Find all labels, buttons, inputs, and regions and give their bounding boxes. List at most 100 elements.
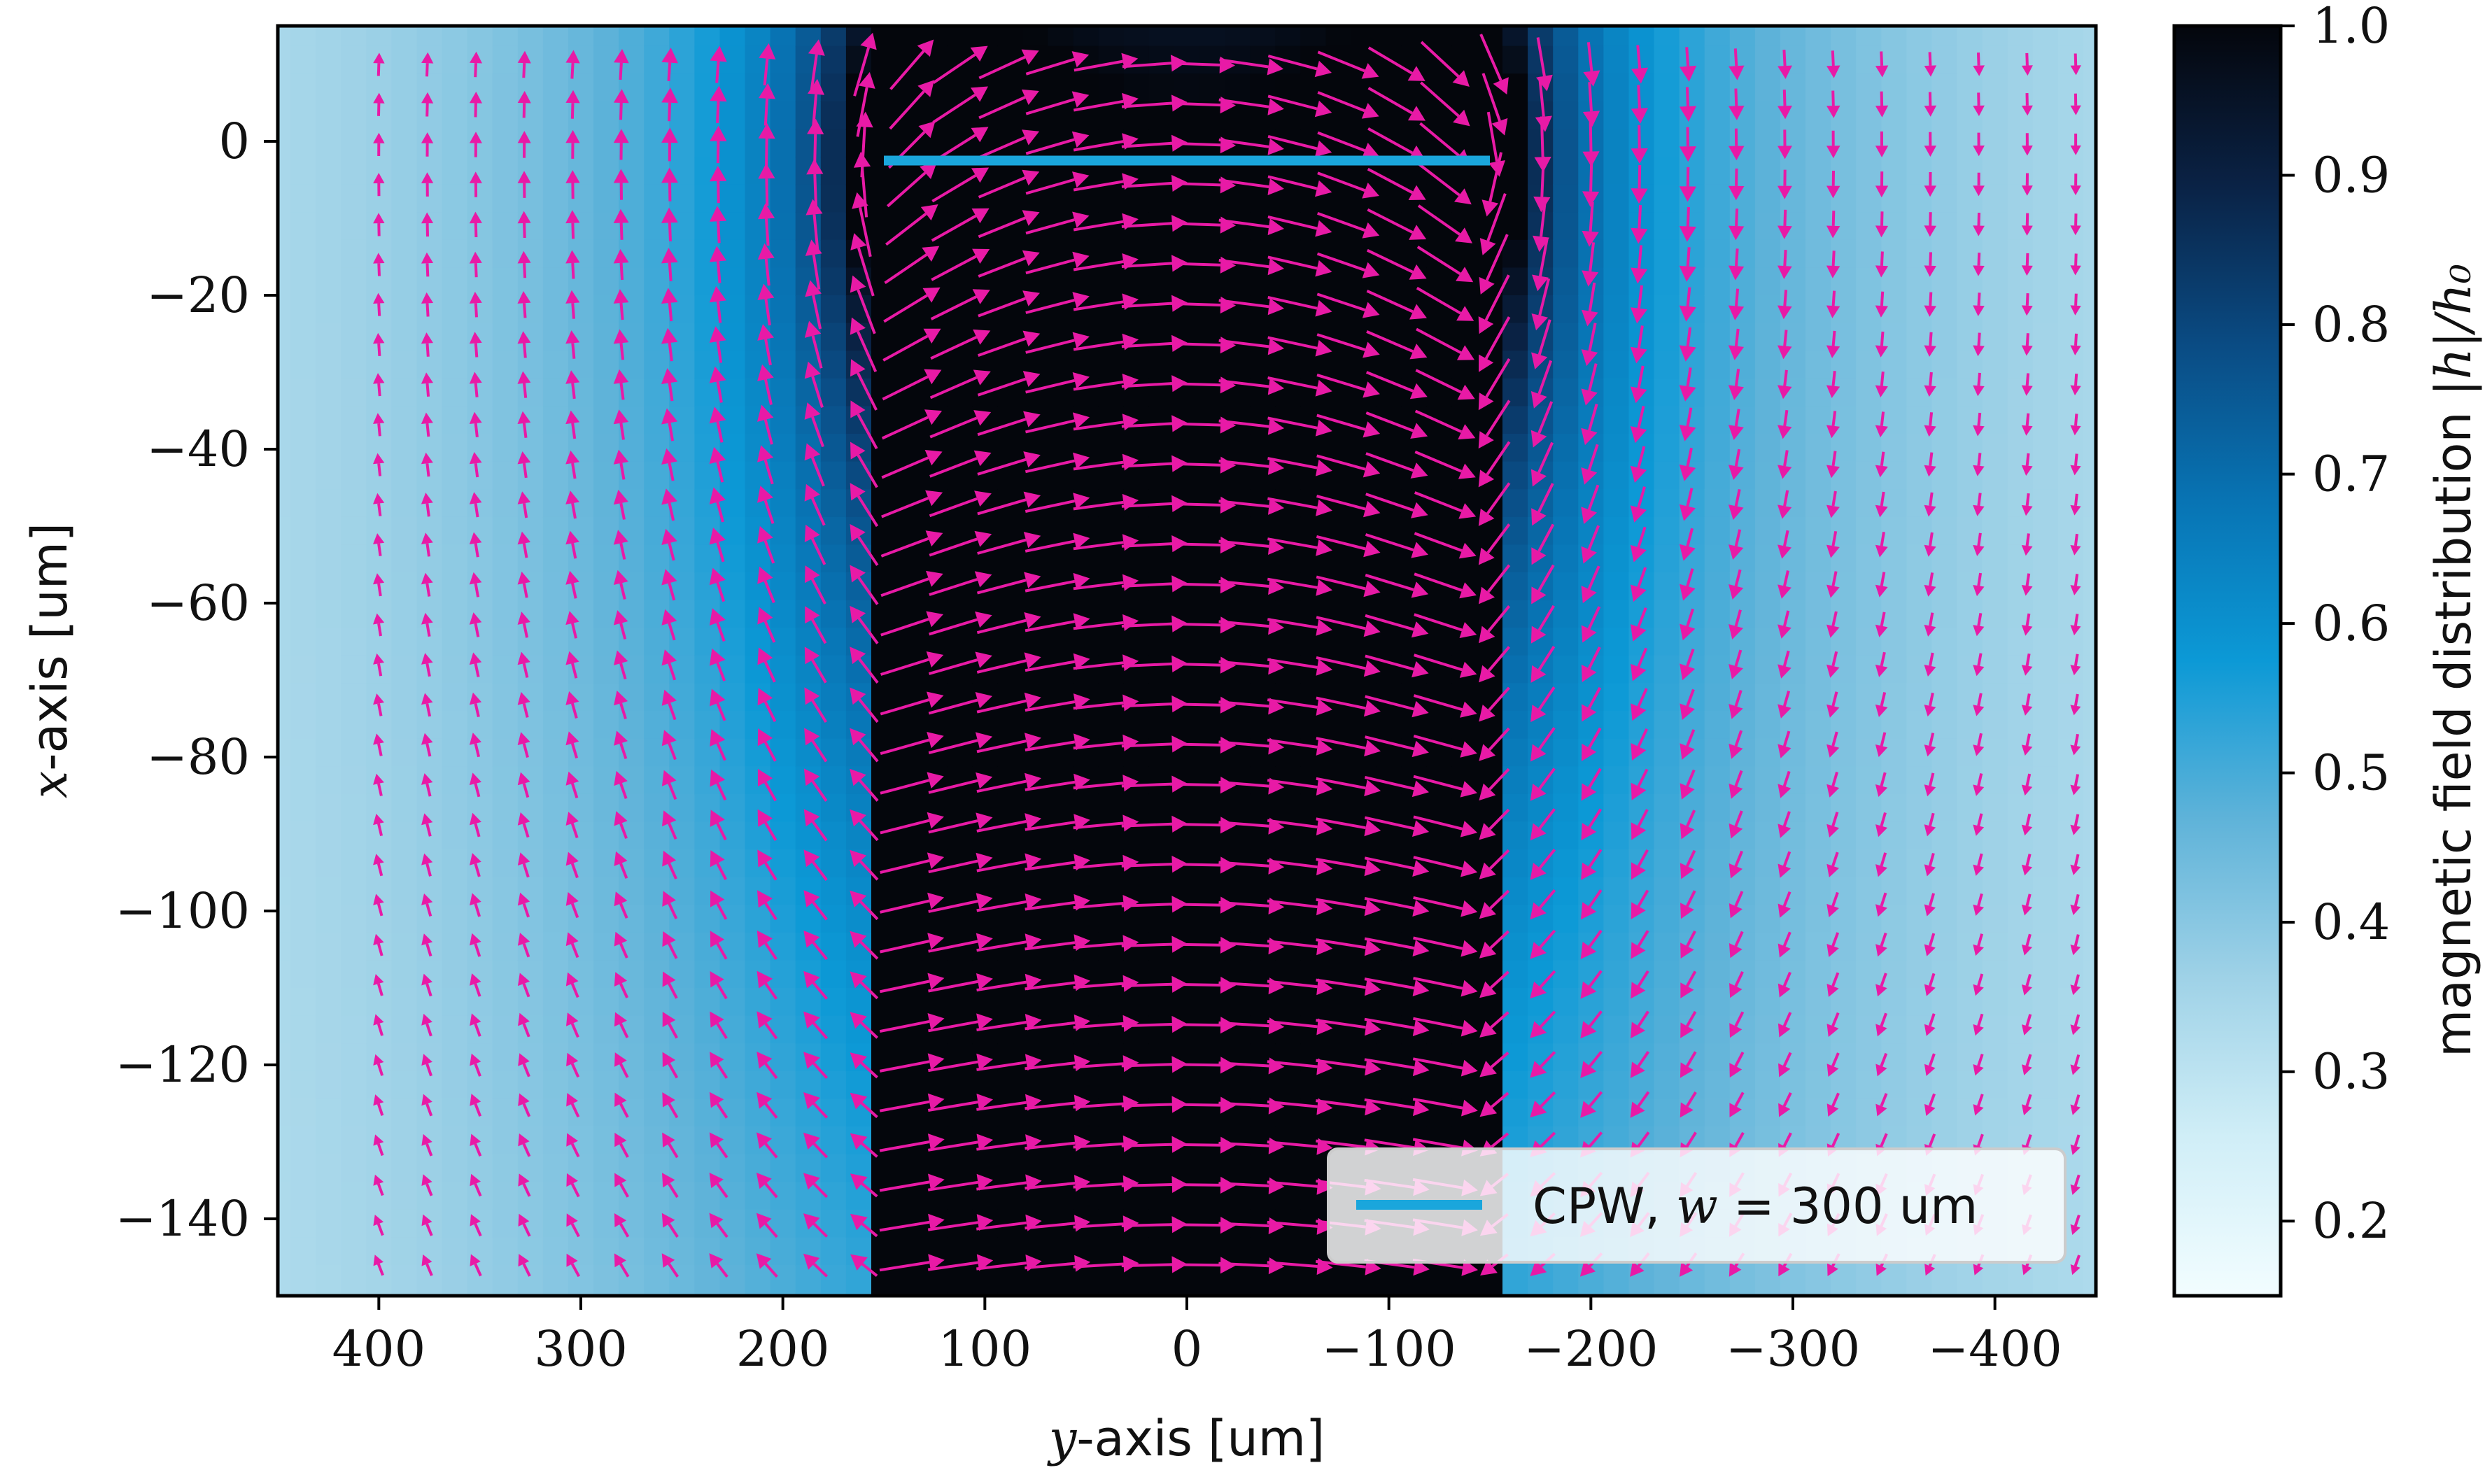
heatmap-cell	[316, 849, 342, 878]
heatmap-cell	[1957, 1070, 1983, 1100]
heatmap-cell	[719, 960, 746, 989]
heatmap-cell	[2057, 45, 2084, 75]
heatmap-cell	[1275, 766, 1302, 795]
heatmap-cell	[391, 628, 418, 656]
heatmap-cell	[542, 295, 569, 324]
heatmap-cell	[1148, 572, 1175, 601]
heatmap-cell	[1704, 849, 1731, 878]
heatmap-cell	[341, 378, 367, 407]
heatmap-cell	[1654, 378, 1680, 407]
heatmap-cell	[341, 212, 367, 241]
heatmap-cell	[1048, 628, 1074, 656]
heatmap-cell	[770, 1237, 796, 1266]
heatmap-cell	[542, 184, 569, 213]
heatmap-cell	[391, 1182, 418, 1210]
heatmap-cell	[820, 323, 847, 352]
heatmap-cell	[1300, 1154, 1327, 1183]
heatmap-cell	[1098, 683, 1125, 712]
heatmap-cell	[568, 1070, 595, 1100]
heatmap-cell	[1098, 1070, 1125, 1100]
heatmap-cell	[391, 683, 418, 712]
heatmap-cell	[1754, 323, 1781, 352]
heatmap-cell	[719, 877, 746, 906]
heatmap-cell	[467, 683, 493, 712]
heatmap-cell	[1174, 1265, 1201, 1294]
heatmap-cell	[278, 932, 292, 961]
heatmap-cell	[1603, 905, 1630, 933]
heatmap-cell	[290, 461, 317, 490]
heatmap-cell	[517, 26, 544, 47]
heatmap-cell	[1881, 766, 1908, 795]
heatmap-cell	[492, 1265, 519, 1294]
heatmap-cell	[1881, 988, 1908, 1017]
heatmap-cell	[820, 821, 847, 850]
heatmap-cell	[316, 821, 342, 850]
heatmap-cell	[644, 905, 670, 933]
heatmap-cell	[1148, 73, 1175, 102]
heatmap-cell	[1225, 905, 1251, 933]
heatmap-cell	[770, 1126, 796, 1155]
heatmap-cell	[2007, 849, 2034, 878]
heatmap-cell	[2032, 572, 2059, 601]
heatmap-cell	[1805, 351, 1832, 379]
heatmap-cell	[820, 45, 847, 75]
heatmap-cell	[341, 434, 367, 462]
heatmap-cell	[1982, 489, 2008, 518]
heatmap-cell	[2007, 239, 2034, 269]
heatmap-cell	[290, 1182, 317, 1210]
heatmap-cell	[1704, 434, 1731, 462]
heatmap-cell	[1754, 877, 1781, 906]
heatmap-cell	[2007, 516, 2034, 546]
heatmap-cell	[1174, 73, 1201, 102]
heatmap-cell	[316, 628, 342, 656]
heatmap-cell	[2057, 434, 2084, 462]
heatmap-cell	[1553, 267, 1579, 296]
heatmap-cell	[1704, 572, 1731, 601]
heatmap-cell	[1831, 821, 1857, 850]
heatmap-cell	[1502, 793, 1529, 823]
heatmap-cell	[896, 516, 923, 546]
heatmap-cell	[341, 1015, 367, 1045]
heatmap-cell	[997, 73, 1024, 102]
colorbar-label-math: |h|/h₀	[2425, 264, 2482, 396]
heatmap-cell	[492, 1126, 519, 1155]
heatmap-cell	[341, 461, 367, 490]
heatmap-cell	[593, 793, 620, 823]
heatmap-cell	[1704, 239, 1731, 269]
heatmap-cell	[1704, 1015, 1731, 1045]
heatmap-cell	[745, 905, 771, 933]
heatmap-cell	[1553, 157, 1579, 185]
heatmap-cell	[542, 1043, 569, 1072]
heatmap-cell	[442, 516, 468, 546]
heatmap-cell	[492, 184, 519, 213]
heatmap-cell	[290, 877, 317, 906]
heatmap-cell	[1603, 766, 1630, 795]
heatmap-cell	[542, 351, 569, 379]
heatmap-cell	[745, 1265, 771, 1294]
heatmap-cell	[1982, 351, 2008, 379]
y-tick-label: −120	[115, 1036, 250, 1094]
heatmap-cell	[845, 1070, 872, 1100]
heatmap-cell	[770, 239, 796, 269]
heatmap-cell	[341, 988, 367, 1017]
heatmap-cell	[922, 212, 948, 241]
heatmap-cell	[1199, 351, 1226, 379]
heatmap-cell	[997, 544, 1024, 573]
heatmap-cell	[2032, 295, 2059, 324]
heatmap-cell	[719, 212, 746, 241]
heatmap-cell	[492, 960, 519, 989]
heatmap-cell	[997, 351, 1024, 379]
heatmap-cell	[1805, 849, 1832, 878]
heatmap-cell	[442, 295, 468, 324]
heatmap-cell	[316, 1237, 342, 1266]
heatmap-cell	[278, 434, 292, 462]
heatmap-cell	[278, 1237, 292, 1266]
heatmap-cell	[644, 239, 670, 269]
heatmap-cell	[644, 821, 670, 850]
heatmap-cell	[278, 849, 292, 878]
heatmap-cell	[1603, 45, 1630, 75]
heatmap-cell	[1982, 1070, 2008, 1100]
colorbar-tick-label: 1.0	[2312, 0, 2390, 55]
heatmap-cell	[1931, 351, 1958, 379]
heatmap-cell	[896, 711, 923, 740]
